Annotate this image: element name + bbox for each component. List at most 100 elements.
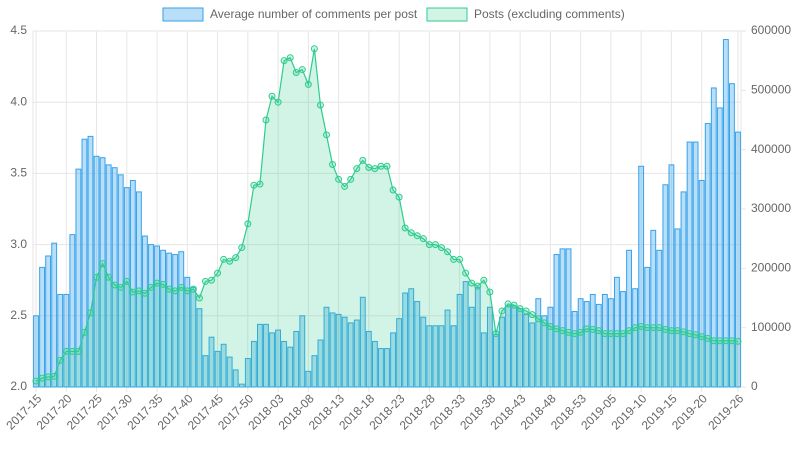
bar — [335, 313, 342, 388]
bar — [662, 184, 669, 388]
bar — [668, 164, 675, 388]
bar — [656, 249, 663, 388]
point — [195, 294, 203, 302]
point — [129, 288, 137, 296]
point — [486, 288, 494, 296]
point — [111, 281, 119, 289]
point — [577, 328, 585, 336]
y-tick-label: 2.0 — [10, 379, 27, 393]
bar — [317, 339, 324, 388]
x-tick-label: 2019-26 — [705, 391, 746, 432]
point — [183, 287, 191, 295]
legend-swatch — [426, 7, 468, 22]
bar — [117, 174, 124, 388]
point — [625, 327, 633, 335]
bar — [607, 298, 614, 388]
bar — [420, 316, 427, 388]
point — [534, 315, 542, 323]
legend-label: Posts (excluding comments) — [474, 7, 625, 21]
point — [171, 287, 179, 295]
point — [105, 273, 113, 281]
y-tick-label: 3.5 — [10, 166, 27, 180]
bar — [220, 343, 227, 388]
point — [571, 330, 579, 338]
point — [680, 328, 688, 336]
bar — [154, 245, 160, 388]
point — [80, 328, 88, 336]
point — [250, 181, 258, 189]
bar — [426, 325, 433, 388]
bar — [148, 244, 154, 388]
bar — [172, 254, 179, 388]
bar — [63, 293, 70, 388]
point — [437, 244, 445, 252]
bar — [142, 235, 148, 388]
bar — [735, 131, 741, 388]
point — [389, 186, 397, 194]
bar — [275, 329, 281, 388]
bar — [69, 234, 76, 388]
point — [256, 180, 264, 188]
point — [226, 257, 234, 265]
point — [492, 330, 500, 338]
line — [35, 48, 739, 382]
point — [353, 165, 361, 173]
point — [480, 276, 488, 284]
bar — [305, 370, 312, 388]
point — [238, 244, 246, 252]
bar — [214, 350, 221, 388]
point — [244, 220, 252, 228]
y2-tick-label: 400000 — [751, 142, 791, 156]
bar — [686, 141, 693, 388]
point — [510, 301, 518, 309]
bar — [601, 293, 608, 388]
bar — [710, 87, 717, 388]
point — [589, 325, 597, 333]
bar — [729, 83, 735, 388]
bar — [293, 330, 300, 388]
point — [552, 325, 560, 333]
bar — [75, 168, 82, 388]
bar — [359, 296, 366, 388]
bar — [226, 356, 233, 388]
bar — [541, 315, 548, 388]
bar — [450, 325, 457, 388]
bar — [347, 322, 354, 388]
point — [558, 327, 566, 335]
bar — [208, 336, 215, 388]
point — [637, 322, 645, 330]
point — [673, 327, 681, 335]
point — [274, 98, 282, 106]
bar — [565, 248, 572, 388]
bar — [414, 301, 421, 388]
point — [692, 331, 700, 339]
bar — [257, 323, 263, 388]
point — [649, 324, 657, 332]
bar — [577, 298, 584, 388]
bar — [365, 330, 372, 388]
point — [214, 269, 222, 277]
point — [413, 232, 421, 240]
point — [655, 324, 663, 332]
point — [201, 277, 209, 285]
point — [431, 241, 439, 249]
bar — [384, 348, 390, 388]
bar — [632, 288, 639, 388]
point — [643, 324, 651, 332]
bar — [559, 248, 566, 388]
y2-tick-label: 300000 — [751, 201, 791, 215]
bar — [311, 355, 318, 388]
legend-label: Average number of comments per post — [210, 7, 418, 21]
point — [528, 311, 536, 319]
y2-tick-label: 200000 — [751, 261, 791, 275]
bar — [45, 255, 52, 388]
bar — [299, 315, 306, 388]
bar — [493, 333, 499, 388]
area — [36, 48, 738, 388]
bar — [402, 292, 409, 388]
bar — [396, 318, 403, 388]
point — [159, 280, 167, 288]
bar — [535, 298, 542, 388]
point — [310, 45, 318, 53]
point — [189, 285, 197, 293]
